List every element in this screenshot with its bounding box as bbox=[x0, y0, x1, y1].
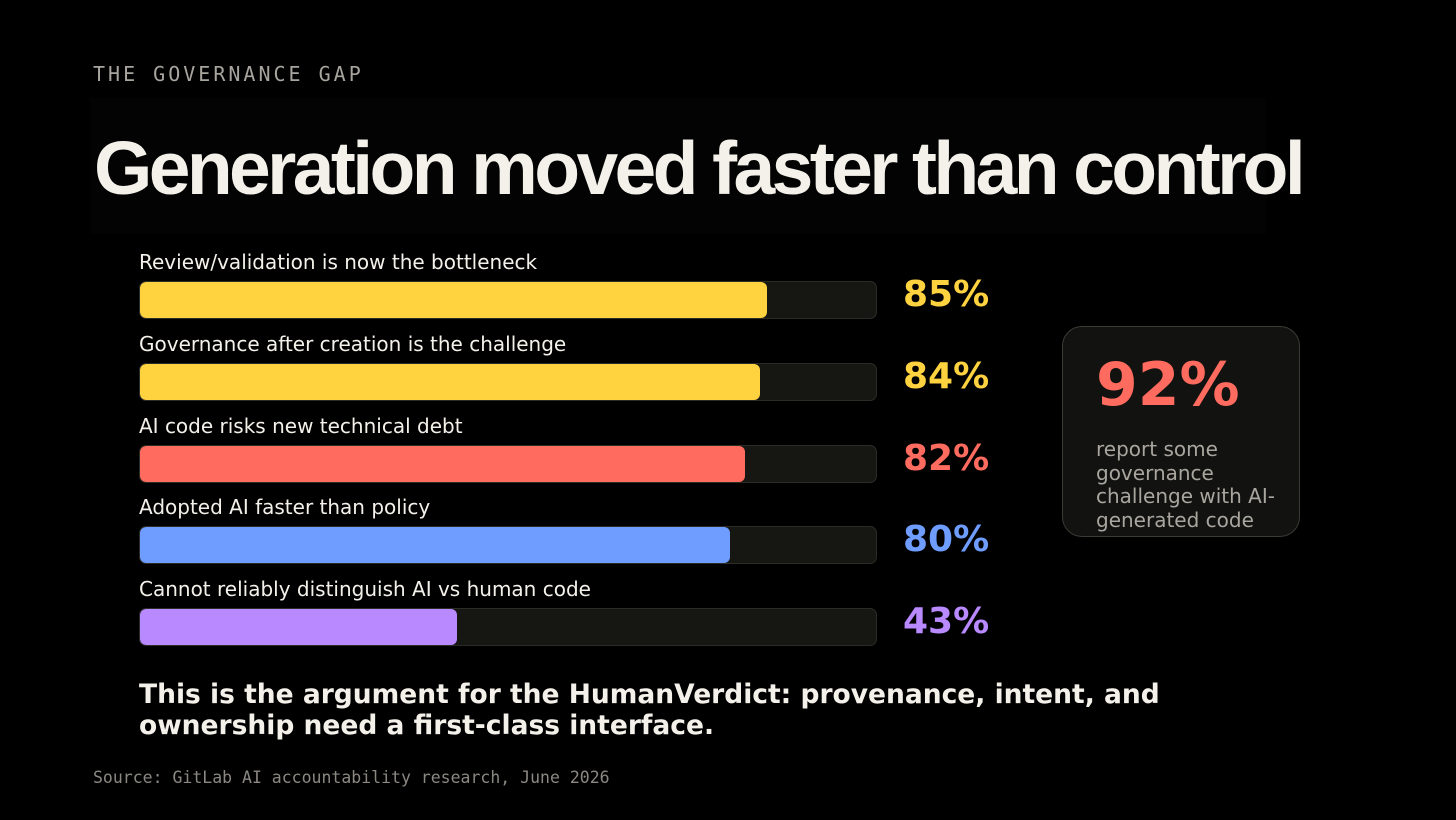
bar-label: Review/validation is now the bottleneck bbox=[139, 250, 538, 274]
bar-label: Cannot reliably distinguish AI vs human … bbox=[139, 577, 591, 602]
bar-fill bbox=[140, 609, 458, 646]
bar-fill bbox=[140, 527, 731, 564]
bar-track bbox=[139, 362, 877, 401]
bar-fill bbox=[140, 363, 760, 400]
bar-track bbox=[139, 281, 877, 319]
eyebrow-label: THE GOVERNANCE GAP bbox=[93, 62, 364, 86]
bar-label: AI code risks new technical debt bbox=[139, 413, 463, 438]
bar-value-label: 80% bbox=[903, 519, 990, 561]
bar-track bbox=[139, 608, 877, 647]
bar-value-label: 85% bbox=[903, 274, 990, 315]
stat-callout-card bbox=[1062, 326, 1300, 537]
callout-text: report some governance challenge with AI… bbox=[1096, 437, 1275, 532]
bar-value-label: 43% bbox=[903, 601, 990, 643]
bar-track bbox=[139, 444, 877, 483]
page-title: Generation moved faster than control bbox=[94, 126, 1306, 210]
source-note: Source: GitLab AI accountability researc… bbox=[93, 768, 610, 787]
bar-fill bbox=[140, 282, 768, 318]
title-band bbox=[90, 98, 1266, 234]
callout-value: 92% bbox=[1096, 350, 1240, 420]
bar-value-label: 82% bbox=[903, 437, 990, 479]
bar-label: Adopted AI faster than policy bbox=[139, 495, 431, 520]
argument-text: This is the argument for the HumanVerdic… bbox=[139, 679, 1160, 741]
bar-value-label: 84% bbox=[903, 355, 990, 397]
bar-label: Governance after creation is the challen… bbox=[139, 331, 567, 356]
bar-track bbox=[139, 526, 877, 565]
bar-fill bbox=[140, 445, 746, 482]
